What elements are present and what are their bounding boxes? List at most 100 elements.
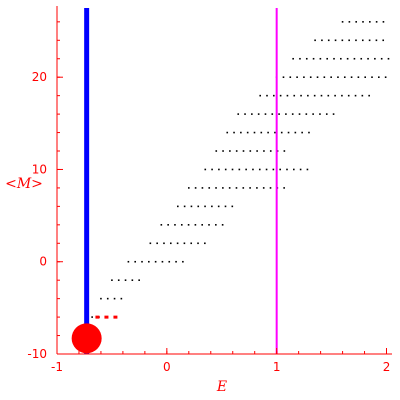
x-tick-label: 0 — [163, 360, 171, 374]
data-point — [274, 131, 276, 134]
data-point — [217, 205, 220, 208]
data-point — [285, 113, 287, 115]
x-tick-label: -1 — [51, 360, 63, 374]
data-point — [91, 316, 93, 318]
data-point — [350, 76, 353, 78]
vertical-lines — [84, 8, 278, 354]
data-point — [242, 150, 245, 152]
data-point — [149, 242, 152, 245]
data-point — [307, 94, 309, 97]
data-point — [361, 94, 364, 97]
data-point — [303, 76, 305, 78]
data-point — [267, 131, 269, 134]
data-point — [340, 57, 342, 60]
data-point — [327, 39, 330, 42]
data-point — [325, 113, 328, 115]
data-point — [309, 76, 312, 78]
data-point — [375, 39, 378, 42]
data-point — [251, 113, 253, 115]
data-point — [355, 21, 357, 23]
data-point — [194, 224, 197, 226]
data-point — [330, 76, 332, 78]
data-point — [266, 94, 268, 97]
data-point — [265, 168, 268, 171]
data-point — [341, 94, 343, 97]
data-point — [364, 76, 366, 78]
data-point — [106, 297, 109, 300]
data-point — [348, 39, 350, 42]
data-point — [269, 150, 272, 152]
data-point — [283, 150, 286, 152]
data-point — [222, 187, 224, 189]
data-point — [283, 187, 285, 189]
data-point — [319, 57, 322, 60]
data-point — [312, 113, 314, 115]
x-axis-label: E — [216, 379, 227, 395]
data-point — [168, 260, 171, 263]
data-point — [215, 150, 218, 152]
data-point — [357, 76, 360, 78]
data-point — [286, 94, 289, 97]
data-point — [215, 224, 217, 226]
data-point — [237, 113, 240, 115]
data-point — [332, 113, 335, 115]
data-point — [280, 131, 283, 134]
data-point — [183, 205, 186, 208]
data-point — [156, 242, 158, 245]
data-point — [201, 224, 204, 226]
data-point — [127, 260, 130, 263]
data-point — [333, 57, 335, 60]
data-point — [308, 131, 310, 134]
data-point — [167, 224, 169, 226]
data-point — [231, 168, 234, 171]
data-point — [117, 279, 120, 281]
data-point — [224, 205, 227, 208]
data-point — [355, 39, 357, 42]
data-point — [218, 168, 220, 171]
data-points — [91, 21, 390, 318]
data-point — [323, 76, 326, 78]
data-point — [320, 94, 323, 97]
data-point — [131, 279, 134, 281]
data-point — [279, 94, 282, 97]
data-point — [221, 224, 224, 226]
data-point — [229, 150, 231, 152]
data-point — [154, 260, 157, 263]
data-point — [252, 168, 254, 171]
data-point — [235, 187, 238, 189]
data-point — [249, 150, 252, 152]
data-point — [367, 57, 369, 60]
data-point — [262, 187, 265, 189]
data-point — [384, 76, 387, 78]
data-point — [222, 150, 224, 152]
data-point — [256, 187, 258, 189]
data-point — [197, 242, 199, 245]
data-point — [378, 76, 380, 78]
data-point — [292, 57, 294, 60]
data-point — [175, 260, 177, 263]
y-tick-label: -10 — [27, 347, 47, 361]
data-point — [368, 94, 370, 97]
data-point — [353, 57, 356, 60]
data-point — [134, 260, 137, 263]
data-point — [253, 131, 256, 134]
data-point — [233, 131, 235, 134]
axes — [56, 6, 392, 355]
data-point — [176, 242, 179, 245]
data-point — [204, 242, 206, 245]
data-point — [258, 168, 261, 171]
data-point — [289, 76, 292, 78]
y-tick-label: 10 — [32, 162, 47, 176]
data-point — [382, 39, 385, 42]
data-point — [299, 168, 302, 171]
data-point — [298, 113, 301, 115]
data-point — [197, 205, 200, 208]
data-point — [321, 39, 323, 42]
data-point — [346, 57, 349, 60]
y-tick-label: 20 — [32, 70, 47, 84]
data-point — [374, 57, 376, 60]
data-point — [245, 168, 247, 171]
data-point — [368, 39, 371, 42]
data-point — [224, 168, 227, 171]
